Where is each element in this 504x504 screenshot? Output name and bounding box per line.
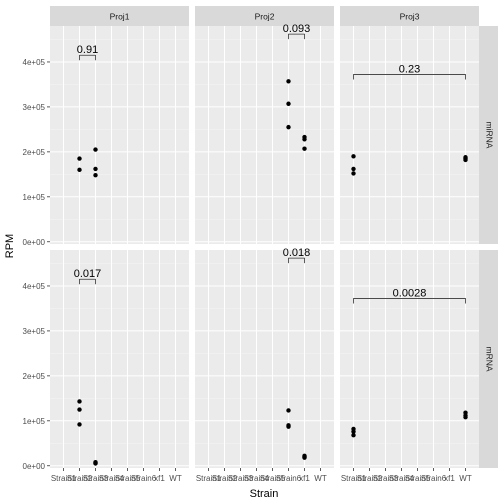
facet-label-proj1: Proj1 [110,12,130,22]
pvalue-label: 0.093 [283,23,311,35]
panel-bg-proj2-mrna [195,250,334,468]
x-tick-label: Strain3 [83,474,109,483]
data-point [93,461,98,466]
data-point [77,167,82,173]
y-tick-label: 0e+00 [23,238,46,247]
data-point [77,422,82,427]
x-tick-label: Strain5 [115,474,141,483]
facet-strip-proj2 [195,6,334,26]
x-axis-title: Strain [250,488,279,500]
data-point [286,124,291,130]
data-point [351,432,356,438]
y-tick-label: 0e+00 [23,462,46,471]
x-tick-label: Strain3 [373,474,399,483]
x-tick-label: xf1 [154,474,165,483]
y-tick-label: 2e+05 [23,372,46,381]
x-tick-label: Strain4 [99,474,125,483]
data-point [463,415,468,420]
y-tick-label: 1e+05 [23,417,46,426]
y-tick-label: 3e+05 [23,103,46,112]
data-point [351,429,356,434]
pvalue-label: 0.91 [77,44,98,56]
facet-label-mirna: miRNA [484,122,494,149]
facet-label-mrna: mRNA [484,346,494,371]
x-tick-label: Strain2 [67,474,93,483]
x-tick-label: xf1 [444,474,455,483]
panel-bg-proj3-mirna [340,26,479,244]
data-point [77,399,82,404]
x-tick-label: WT [169,474,182,483]
pvalue-bracket [353,298,466,304]
data-point [286,101,291,106]
data-point [302,137,307,142]
y-axis-title: RPM [4,234,16,258]
data-point [93,166,98,172]
pvalue-bracket [288,33,305,40]
facet-strip-mirna [479,26,498,244]
x-tick-label: Strain4 [389,474,415,483]
y-tick-label: 4e+05 [23,282,46,291]
data-point [93,147,98,152]
x-tick-label: Strain2 [212,474,238,483]
pvalue-bracket [288,257,305,264]
pvalue-bracket [79,278,96,285]
panel-bg-proj3-mrna [340,250,479,468]
x-tick-label: WT [314,474,327,483]
data-point [302,455,307,460]
data-point [351,171,356,176]
data-point [77,407,82,412]
data-point [351,154,356,159]
x-tick-label: Strain5 [260,474,286,483]
panel-bg-proj1-mrna [50,250,189,468]
pvalue-label: 0.23 [399,64,420,76]
x-tick-label: Strain1 [196,474,222,483]
panels-layer: Proj1 Proj2 Proj3 miRNA mRNA 0e+00 1e+05 2e+05 3… [23,6,498,483]
y-tick-label: 4e+05 [23,58,46,67]
x-tick-label: Strain4 [244,474,270,483]
x-tick-label: Strain5 [405,474,431,483]
pvalue-bracket [353,74,466,80]
x-tick-label: Strain3 [228,474,254,483]
data-point [286,408,291,413]
data-point [77,156,82,161]
facet-label-proj2: Proj2 [255,12,275,22]
data-point [286,424,291,429]
data-point [463,157,468,163]
facet-strip-proj3 [340,6,479,26]
data-point [286,79,291,84]
y-tick-label: 2e+05 [23,148,46,157]
x-tick-label: Strain6 [131,474,157,483]
x-tick-label: Strain2 [357,474,383,483]
data-point [351,166,356,172]
x-tick-label: WT [459,474,472,483]
panel-bg-proj2-mirna [195,26,334,244]
x-tick-label: Strain6 [276,474,302,483]
pvalue-label: 0.0028 [393,288,427,300]
x-tick-label: Strain1 [341,474,367,483]
pvalue-label: 0.017 [74,268,102,280]
pvalue-label: 0.018 [283,247,311,259]
facet-strip-proj1 [50,6,189,26]
y-tick-label: 3e+05 [23,327,46,336]
panel-bg-proj1-mirna [50,26,189,244]
x-tick-label: Strain6 [421,474,447,483]
facet-label-proj3: Proj3 [400,12,420,22]
data-point [302,146,307,151]
data-point [93,173,98,178]
pvalue-bracket [79,54,96,61]
y-tick-label: 1e+05 [23,193,46,202]
x-tick-label: xf1 [299,474,310,483]
x-tick-label: Strain1 [51,474,77,483]
facet-strip-mrna [479,250,498,468]
